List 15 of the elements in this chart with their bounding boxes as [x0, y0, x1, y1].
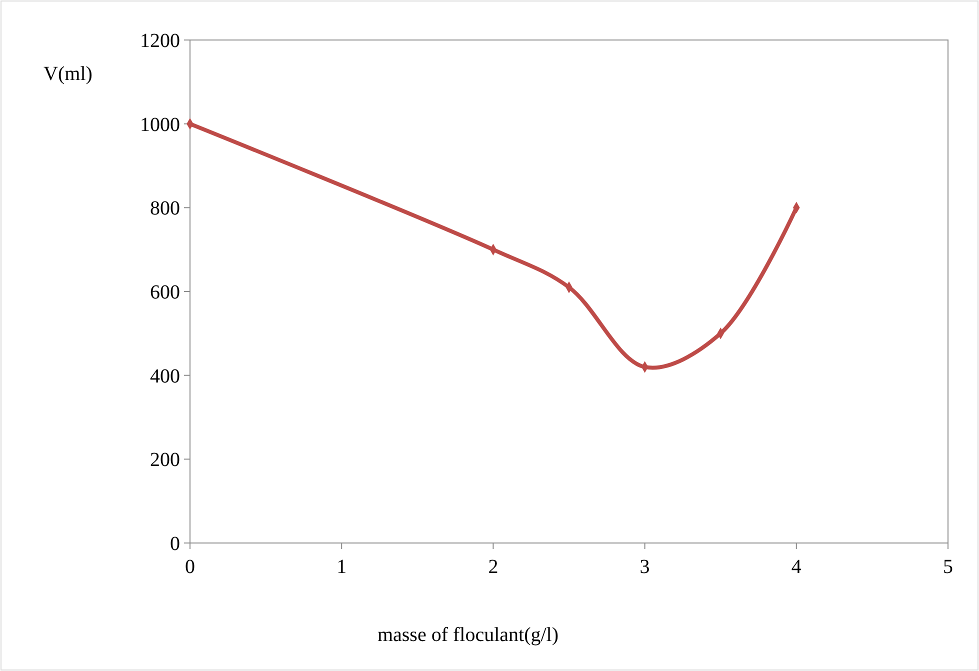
x-tick-label: 4 [791, 556, 802, 578]
x-tick-label: 5 [943, 556, 953, 578]
x-tick-label: 3 [640, 556, 650, 578]
x-tick-label: 0 [185, 556, 195, 578]
y-axis-title: V(ml) [44, 63, 92, 85]
x-axis-title: masse of floculant(g/l) [377, 624, 559, 646]
y-tick-label: 1000 [140, 114, 180, 136]
y-tick-label: 600 [150, 282, 180, 304]
y-tick-label: 800 [150, 198, 180, 220]
x-tick-label: 2 [488, 556, 498, 578]
y-tick-label: 200 [150, 449, 180, 472]
x-tick-label: 1 [336, 556, 347, 578]
y-tick-label: 1200 [140, 30, 180, 52]
y-tick-label: 0 [170, 533, 180, 555]
y-tick-label: 400 [150, 365, 180, 388]
